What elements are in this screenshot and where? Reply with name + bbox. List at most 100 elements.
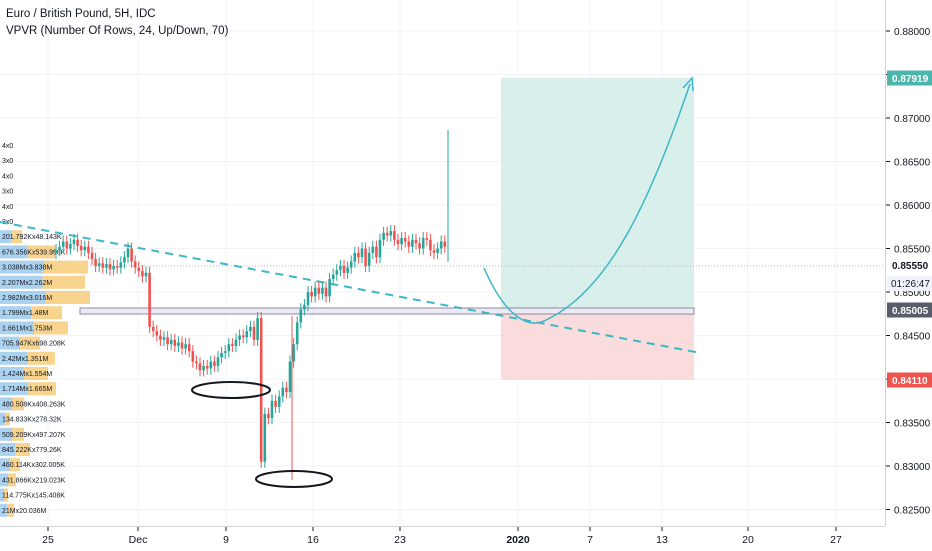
candle-body (234, 339, 238, 346)
price-scale[interactable]: 0.885000.880000.875000.870000.865000.860… (885, 0, 932, 526)
candle-body (223, 351, 227, 353)
volume-profile-bar-up (0, 503, 7, 517)
candle-body (238, 335, 241, 340)
candle-body (101, 263, 105, 268)
candle-body (245, 331, 249, 338)
candle-body (148, 272, 151, 327)
volume-profile-bar-down (12, 427, 24, 441)
time-tick-label: 13 (656, 534, 668, 546)
candle-body (141, 271, 144, 277)
time-tick-label: 7 (587, 534, 593, 546)
time-tick-label: 16 (307, 534, 319, 546)
candle-body (396, 239, 400, 245)
volume-profile-bar-down (5, 412, 10, 426)
candle-body (414, 239, 418, 244)
price-chart[interactable]: 4x03x04x03x04x03x0201.792Kx48.143K676.35… (0, 0, 885, 526)
indicator-legend[interactable]: VPVR (Number Of Rows, 24, Up/Down, 70) (6, 25, 229, 37)
candle-body (231, 344, 234, 346)
volume-profile-label: 3x0 (2, 189, 13, 196)
candle-body (191, 351, 195, 362)
candle-body (209, 361, 213, 369)
time-tick-label: 25 (42, 534, 54, 546)
candle-body (331, 274, 335, 279)
target-price-label: 0.87919 (892, 74, 929, 85)
volume-profile-bar-up (0, 306, 31, 320)
candle-body (61, 241, 65, 247)
volume-profile-bar-down (11, 230, 22, 244)
chart-area[interactable]: 4x03x04x03x04x03x0201.792Kx48.143K676.35… (0, 0, 885, 526)
volume-profile-bar-up (0, 412, 5, 426)
price-tick-label: 0.83000 (894, 462, 931, 473)
price-tick-label: 0.86000 (894, 201, 931, 212)
candle-body (270, 400, 274, 419)
candle-body (313, 287, 317, 297)
volume-profile-label: 4x0 (2, 173, 13, 180)
price-tick-label: 0.85000 (894, 288, 931, 299)
time-tick-label: 23 (394, 534, 406, 546)
low-marker-ellipse (255, 470, 333, 488)
candle-body (360, 248, 364, 258)
candle-body (241, 335, 245, 338)
volume-profile-bar-up (0, 230, 11, 244)
candle-body (364, 248, 367, 266)
candle-body (195, 361, 198, 364)
volume-profile-bar-down (27, 245, 55, 259)
volume-profile-bar-down (28, 382, 56, 396)
candle-body (407, 241, 411, 247)
candle-body (403, 238, 407, 242)
volume-profile-bar-up (0, 260, 44, 274)
projection-curve (483, 83, 691, 324)
volume-profile-bar-down (7, 503, 14, 517)
volume-profile-label: 201.792Kx48.143K (2, 234, 62, 241)
time-tick-label: 20 (742, 534, 754, 546)
candle-body (295, 322, 299, 345)
candle-body (144, 272, 148, 277)
candle-body (299, 309, 303, 323)
candle-body (385, 232, 389, 236)
volume-profile-bar-up (0, 321, 34, 335)
volume-profile-bar-up (0, 488, 4, 502)
candle-body (274, 400, 277, 407)
price-tick-label: 0.83500 (894, 419, 931, 430)
current-price-label-badge (887, 257, 932, 273)
candle-body (58, 246, 61, 251)
volume-profile-bar-down (20, 336, 40, 350)
candle-body (400, 238, 403, 245)
candle-body (292, 344, 295, 362)
time-tick-label: 9 (223, 534, 229, 546)
candle-body (159, 335, 162, 340)
volume-profile-bar-up (0, 291, 45, 304)
target-price-label-badge (887, 70, 932, 86)
candle-body (259, 318, 263, 462)
candle-body (151, 326, 155, 332)
candle-body (130, 248, 133, 262)
candle-body (249, 326, 252, 332)
price-tick-label: 0.87000 (894, 114, 931, 125)
volume-profile-label: 3.038Mx3.838M (2, 265, 52, 272)
candle-body (252, 326, 256, 340)
volume-profile-bar-up (0, 275, 43, 289)
volume-profile-label: 21Mx20.036M (2, 508, 47, 515)
candle-body (105, 264, 108, 268)
candle-body (436, 248, 439, 253)
candle-body (123, 257, 126, 263)
time-tick-label: Dec (129, 534, 148, 546)
time-scale[interactable]: 25 Dec 9 16 23 2020 7 13 20 27 (0, 526, 885, 551)
candle-body (310, 292, 313, 297)
volume-profile-bar-up (0, 351, 28, 365)
candle-body (256, 318, 259, 340)
volume-profile-bar-down (15, 443, 30, 456)
candle-body (87, 246, 90, 253)
symbol-title[interactable]: Euro / British Pound, 5H, IDC (6, 8, 156, 20)
volume-profile-bar-up (0, 473, 8, 487)
candle-body (184, 344, 187, 349)
candle-body (173, 339, 177, 346)
candle-body (83, 246, 87, 251)
candle-body (349, 261, 353, 268)
candle-body (346, 267, 349, 273)
candle-body (324, 287, 328, 297)
volume-profile-label: 1.799Mx1.48M (2, 310, 48, 317)
candle-body (371, 246, 375, 253)
candle-body (220, 352, 223, 358)
candle-body (353, 252, 357, 262)
